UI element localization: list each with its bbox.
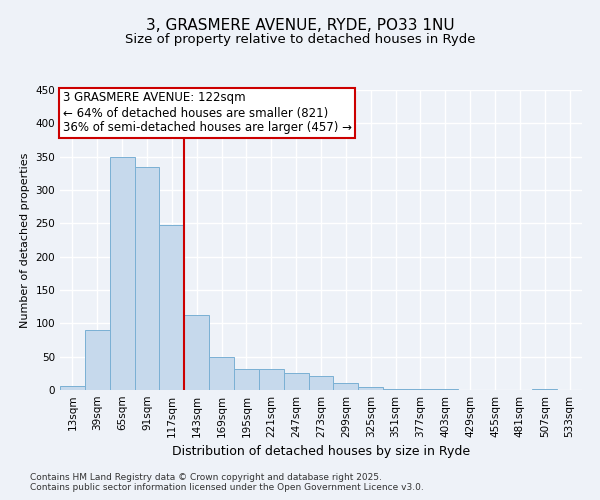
Bar bbox=[358, 388, 383, 390]
Bar bbox=[85, 330, 110, 390]
Bar bbox=[60, 386, 85, 390]
Text: Size of property relative to detached houses in Ryde: Size of property relative to detached ho… bbox=[125, 32, 475, 46]
Bar bbox=[184, 316, 209, 390]
Bar bbox=[110, 158, 134, 390]
Y-axis label: Number of detached properties: Number of detached properties bbox=[20, 152, 30, 328]
Bar bbox=[160, 224, 184, 390]
Bar bbox=[334, 384, 358, 390]
Text: Contains HM Land Registry data © Crown copyright and database right 2025.
Contai: Contains HM Land Registry data © Crown c… bbox=[30, 473, 424, 492]
Bar bbox=[383, 388, 408, 390]
Text: 3, GRASMERE AVENUE, RYDE, PO33 1NU: 3, GRASMERE AVENUE, RYDE, PO33 1NU bbox=[146, 18, 454, 32]
Text: 3 GRASMERE AVENUE: 122sqm
← 64% of detached houses are smaller (821)
36% of semi: 3 GRASMERE AVENUE: 122sqm ← 64% of detac… bbox=[62, 92, 352, 134]
X-axis label: Distribution of detached houses by size in Ryde: Distribution of detached houses by size … bbox=[172, 446, 470, 458]
Bar bbox=[308, 376, 334, 390]
Bar bbox=[134, 166, 160, 390]
Bar bbox=[284, 374, 308, 390]
Bar bbox=[234, 368, 259, 390]
Bar bbox=[209, 356, 234, 390]
Bar bbox=[259, 368, 284, 390]
